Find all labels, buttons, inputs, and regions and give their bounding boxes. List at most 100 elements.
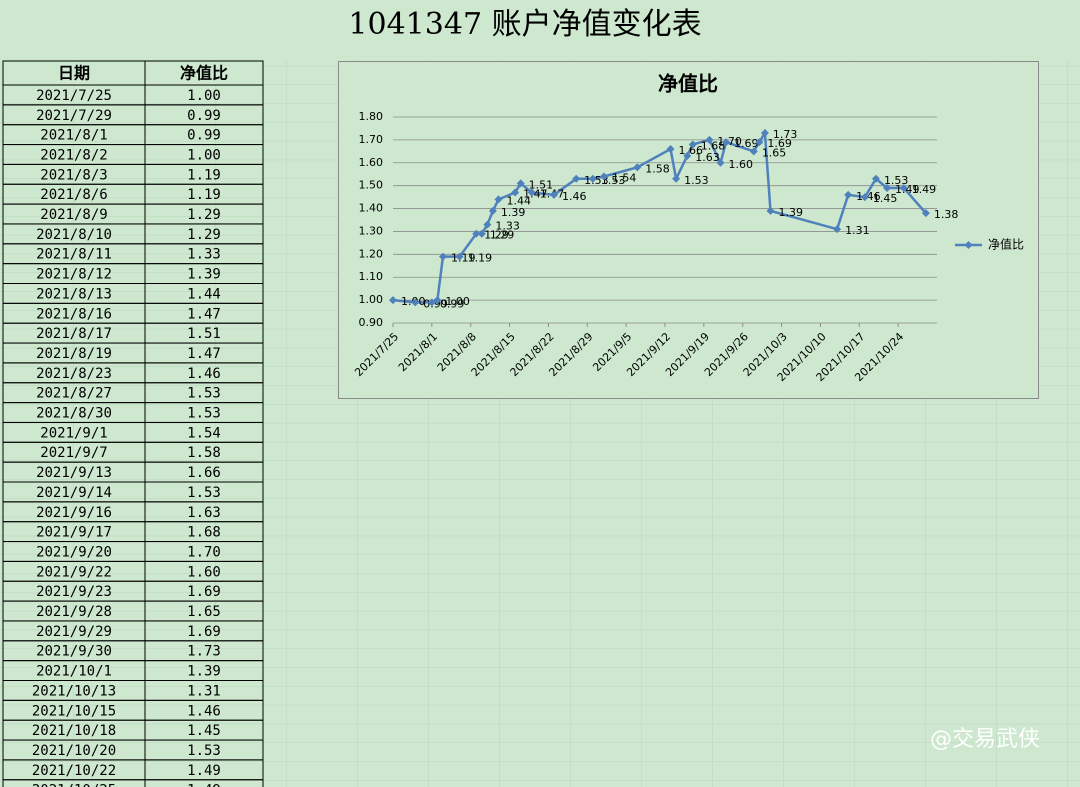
date-cell: 2021/8/1 bbox=[40, 128, 107, 144]
data-point bbox=[883, 183, 892, 192]
data-point bbox=[472, 229, 481, 238]
data-label: 1.46 bbox=[562, 190, 587, 203]
date-cell: 2021/9/7 bbox=[40, 445, 107, 461]
date-cell: 2021/9/28 bbox=[36, 604, 112, 620]
data-point bbox=[760, 129, 769, 138]
table-row bbox=[2, 779, 264, 787]
value-cell: 1.31 bbox=[187, 683, 221, 699]
date-cell: 2021/8/16 bbox=[36, 306, 112, 322]
data-label: 1.44 bbox=[506, 194, 530, 207]
value-cell: 1.53 bbox=[187, 485, 221, 501]
value-cell: 1.39 bbox=[187, 664, 221, 680]
y-tick-label: 1.60 bbox=[359, 156, 384, 169]
data-label: 1.54 bbox=[612, 172, 637, 185]
data-label: 1.58 bbox=[645, 162, 670, 175]
date-cell: 2021/8/10 bbox=[36, 227, 112, 243]
value-cell: 1.00 bbox=[187, 88, 221, 104]
value-cell: 1.49 bbox=[187, 763, 221, 779]
data-label: 1.19 bbox=[451, 252, 476, 265]
value-cell: 1.46 bbox=[187, 703, 221, 719]
date-cell: 2021/9/16 bbox=[36, 505, 112, 521]
value-cell: 1.29 bbox=[187, 227, 221, 243]
data-label: 1.65 bbox=[762, 146, 787, 159]
date-cell: 2021/8/19 bbox=[36, 346, 112, 362]
data-label: 1.68 bbox=[701, 139, 726, 152]
data-label: 1.53 bbox=[684, 174, 709, 187]
data-label: 1.38 bbox=[934, 208, 959, 221]
data-label: 1.39 bbox=[778, 206, 803, 219]
value-cell: 1.53 bbox=[187, 743, 221, 759]
date-cell: 2021/8/3 bbox=[40, 167, 107, 183]
data-label: 1.47 bbox=[523, 188, 548, 201]
value-cell: 1.49 bbox=[187, 783, 221, 787]
data-label: 1.29 bbox=[490, 229, 514, 242]
data-point bbox=[833, 225, 842, 234]
date-cell: 2021/7/29 bbox=[36, 108, 112, 124]
data-point bbox=[921, 209, 930, 218]
data-point bbox=[766, 206, 775, 215]
value-cell: 1.53 bbox=[187, 406, 221, 422]
data-point bbox=[633, 163, 642, 172]
data-point bbox=[389, 296, 397, 305]
value-cell: 1.33 bbox=[187, 247, 221, 263]
date-cell: 2021/9/23 bbox=[36, 584, 112, 600]
date-cell: 2021/8/17 bbox=[36, 326, 112, 342]
date-cell: 2021/10/20 bbox=[32, 743, 116, 759]
date-cell: 2021/10/22 bbox=[32, 763, 116, 779]
data-label: 1.51 bbox=[529, 178, 554, 191]
data-point bbox=[483, 220, 492, 229]
date-cell: 2021/10/25 bbox=[32, 783, 116, 787]
data-point bbox=[433, 296, 442, 305]
data-point bbox=[455, 252, 464, 261]
data-label: 1.53 bbox=[884, 174, 909, 187]
data-point bbox=[511, 188, 520, 197]
chart-frame bbox=[338, 61, 1039, 399]
legend-label: 净值比 bbox=[988, 237, 1024, 252]
data-label: 1.49 bbox=[895, 183, 920, 196]
date-cell: 2021/9/14 bbox=[36, 485, 112, 501]
data-label: 1.46 bbox=[856, 190, 881, 203]
value-cell: 1.44 bbox=[187, 286, 221, 302]
sheet-title: 1041347 账户净值变化表 bbox=[348, 7, 701, 42]
data-label: 1.33 bbox=[495, 220, 519, 233]
data-label: 1.29 bbox=[484, 229, 509, 242]
data-point bbox=[844, 190, 853, 199]
data-point bbox=[572, 174, 581, 183]
value-cell: 1.47 bbox=[187, 306, 221, 322]
y-tick-label: 1.00 bbox=[359, 293, 384, 306]
value-cell: 1.70 bbox=[187, 544, 221, 560]
data-point bbox=[705, 135, 714, 144]
data-point bbox=[716, 158, 725, 167]
data-point bbox=[527, 188, 536, 197]
date-cell: 2021/7/25 bbox=[36, 88, 112, 104]
data-point bbox=[477, 229, 486, 238]
header-cell: 净值比 bbox=[180, 64, 228, 83]
value-cell: 1.51 bbox=[187, 326, 221, 342]
data-point bbox=[666, 145, 675, 154]
data-label: 1.39 bbox=[501, 206, 525, 219]
date-cell: 2021/8/11 bbox=[36, 247, 112, 263]
y-tick-label: 1.50 bbox=[359, 179, 384, 192]
date-cell: 2021/9/17 bbox=[36, 525, 112, 541]
value-cell: 1.19 bbox=[187, 167, 221, 183]
data-point bbox=[488, 206, 497, 215]
data-point bbox=[860, 193, 869, 202]
data-point bbox=[871, 174, 880, 183]
data-point bbox=[516, 179, 525, 188]
value-cell: 1.53 bbox=[187, 386, 221, 402]
data-point bbox=[599, 172, 608, 181]
date-cell: 2021/8/23 bbox=[36, 366, 112, 382]
data-label: 1.69 bbox=[734, 137, 759, 150]
data-point bbox=[438, 252, 447, 261]
data-point bbox=[549, 190, 558, 199]
data-label: 1.49 bbox=[912, 183, 937, 196]
date-cell: 2021/8/12 bbox=[36, 267, 112, 283]
value-cell: 1.63 bbox=[187, 505, 221, 521]
y-tick-label: 1.70 bbox=[359, 133, 384, 146]
value-cell: 1.19 bbox=[187, 187, 221, 203]
value-cell: 1.69 bbox=[187, 584, 221, 600]
y-tick-label: 1.20 bbox=[359, 247, 384, 260]
